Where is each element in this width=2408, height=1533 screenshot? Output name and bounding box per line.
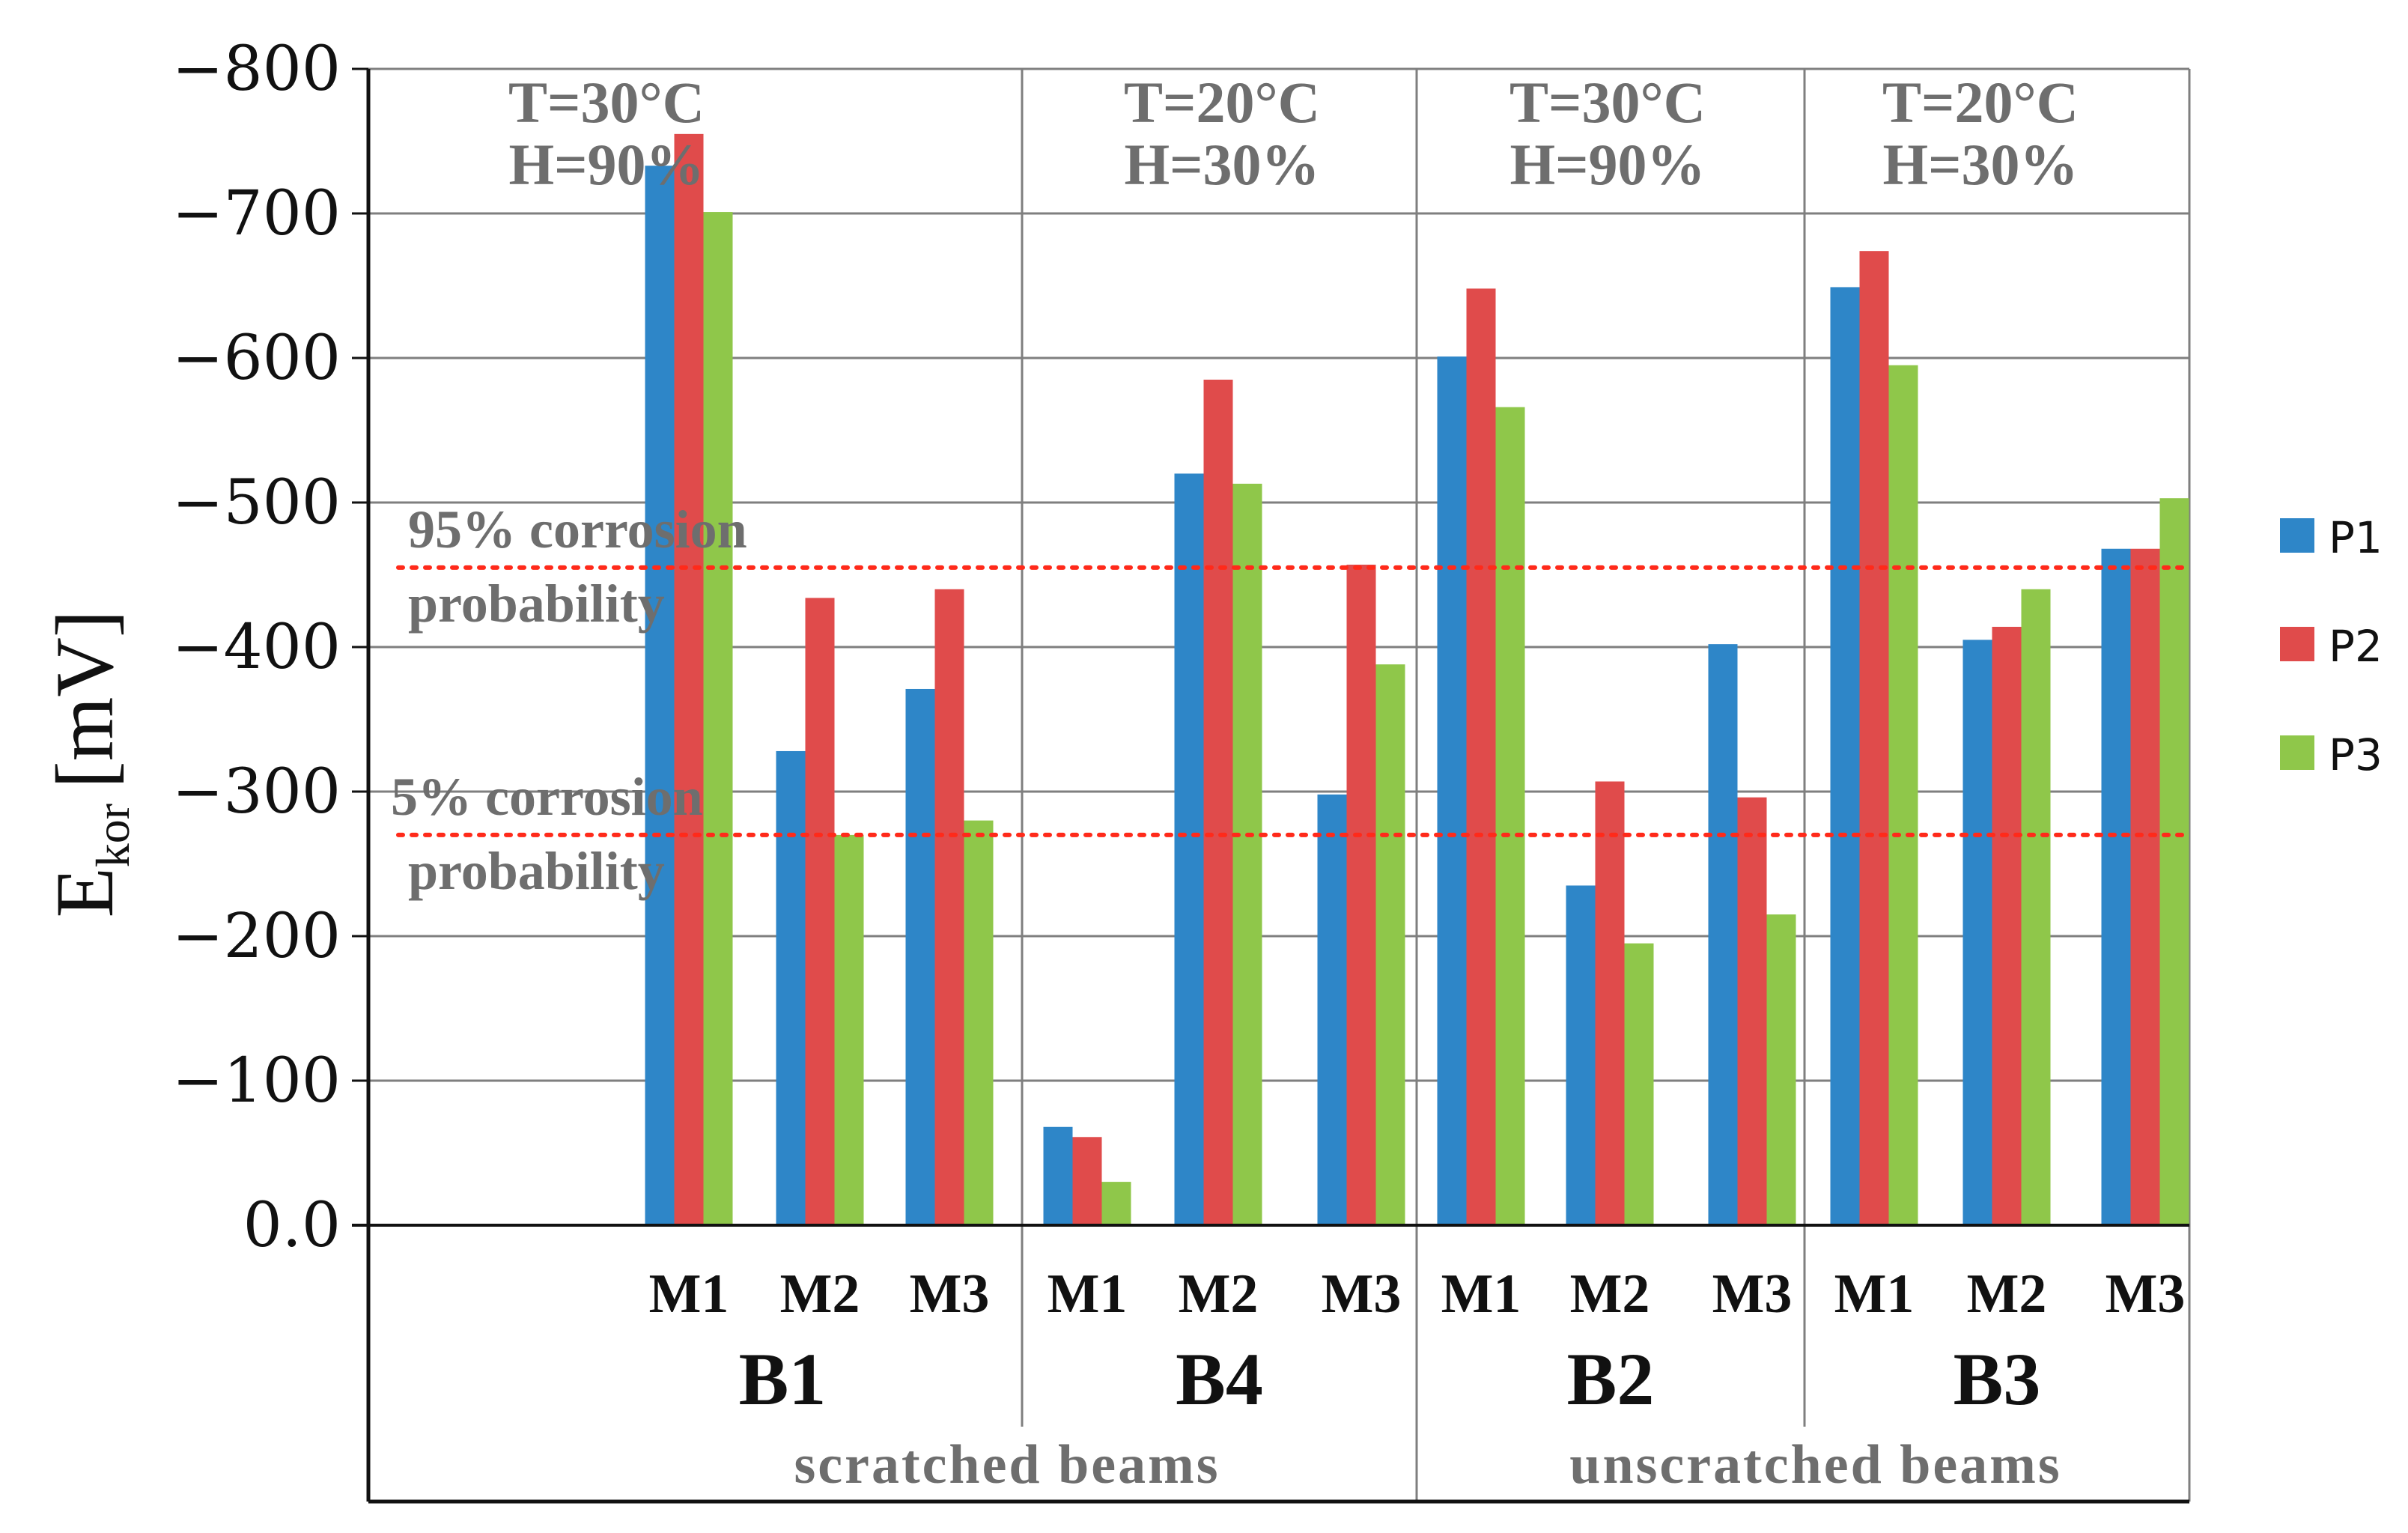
measurement-label: M1 xyxy=(1048,1263,1128,1325)
bar-b2-m3-p1 xyxy=(1708,644,1738,1225)
threshold-label: probability xyxy=(408,841,665,901)
bar-b1-m1-p3 xyxy=(703,212,733,1225)
beam-label: B4 xyxy=(1176,1338,1263,1421)
bar-b2-m1-p1 xyxy=(1437,356,1467,1225)
bar-b3-m1-p2 xyxy=(1859,251,1889,1226)
bars xyxy=(645,133,2189,1226)
measurement-label: M2 xyxy=(1967,1263,2047,1325)
bar-b4-m3-p3 xyxy=(1375,664,1405,1225)
bar-b3-m1-p3 xyxy=(1888,365,1918,1225)
condition-label: T=20°C xyxy=(1882,70,2079,135)
condition-label: H=30% xyxy=(1882,132,2078,197)
measurement-label: M3 xyxy=(1322,1263,1402,1325)
y-tick-label: −800 xyxy=(172,34,341,105)
y-tick-label: −500 xyxy=(172,467,341,538)
threshold-label: 5% corrosion xyxy=(391,767,703,827)
axes xyxy=(352,67,2189,1504)
bar-b4-m3-p2 xyxy=(1346,564,1376,1225)
bar-b2-m3-p3 xyxy=(1766,914,1796,1225)
measurement-label: M2 xyxy=(1179,1263,1259,1325)
beam-separators xyxy=(1021,69,2191,1502)
legend-label-p1: P1 xyxy=(2329,512,2383,563)
threshold-label: 95% corrosion xyxy=(408,500,747,559)
y-axis-label-unit: [mV] xyxy=(39,610,130,789)
bar-b1-m3-p2 xyxy=(934,589,964,1225)
bar-b4-m1-p2 xyxy=(1072,1137,1102,1225)
bar-b3-m1-p1 xyxy=(1830,287,1860,1226)
beam-label: B2 xyxy=(1567,1338,1655,1421)
y-axis-label: Ekor [mV] xyxy=(39,610,139,918)
measurement-label: M1 xyxy=(649,1263,729,1325)
condition-label: T=20°C xyxy=(1124,70,1320,135)
condition-label: H=30% xyxy=(1124,132,1319,197)
y-axis-label-sub: kor xyxy=(86,804,139,867)
bar-b2-m2-p2 xyxy=(1595,781,1625,1225)
bar-b3-m3-p1 xyxy=(2101,548,2131,1225)
y-axis-label-main: E xyxy=(39,867,130,917)
measurement-label: M2 xyxy=(1570,1263,1650,1325)
bar-b2-m3-p2 xyxy=(1737,797,1767,1225)
condition-label: H=90% xyxy=(1509,132,1705,197)
bar-b4-m1-p1 xyxy=(1043,1126,1073,1225)
bar-b4-m3-p1 xyxy=(1317,794,1347,1225)
measurement-label: M3 xyxy=(2106,1263,2186,1325)
condition-label: T=30°C xyxy=(508,70,705,135)
y-tick-label: −400 xyxy=(172,612,341,683)
bar-b2-m1-p3 xyxy=(1495,407,1525,1225)
legend-swatch-p1 xyxy=(2280,518,2314,553)
bar-b3-m2-p2 xyxy=(1992,626,2022,1225)
condition-label: H=90% xyxy=(508,132,704,197)
bar-b3-m3-p2 xyxy=(2130,548,2160,1225)
y-tick-label: −100 xyxy=(172,1045,341,1117)
bar-b3-m2-p3 xyxy=(2021,589,2051,1225)
legend: P1 P2 P3 xyxy=(2280,512,2383,780)
legend-label-p3: P3 xyxy=(2329,729,2383,780)
bar-b1-m1-p2 xyxy=(674,133,704,1226)
measurement-label: M3 xyxy=(1712,1263,1793,1325)
bar-b3-m3-p3 xyxy=(2159,498,2189,1225)
measurement-label: M3 xyxy=(910,1263,990,1325)
y-tick-label: −700 xyxy=(172,178,341,249)
bar-b1-m2-p3 xyxy=(834,834,864,1225)
bar-b2-m2-p3 xyxy=(1624,943,1654,1225)
legend-swatch-p2 xyxy=(2280,627,2314,661)
y-tick-label: −600 xyxy=(172,323,341,394)
condition-labels: T=30°CH=90%T=20°CH=30%T=30°CH=90%T=20°CH… xyxy=(508,70,2079,197)
measurement-label: M1 xyxy=(1441,1263,1521,1325)
bar-b1-m2-p1 xyxy=(776,750,806,1225)
bar-b4-m2-p2 xyxy=(1203,379,1233,1226)
measurement-label: M1 xyxy=(1834,1263,1915,1325)
condition-label: T=30°C xyxy=(1509,70,1706,135)
threshold-lines: 95% corrosion probability 5% corrosion prob… xyxy=(391,500,2192,901)
bar-b1-m3-p3 xyxy=(964,820,994,1225)
threshold-label: probability xyxy=(408,574,665,634)
bar-b1-m1-p1 xyxy=(645,166,675,1225)
measurement-label: M2 xyxy=(780,1263,860,1325)
y-tick-labels: 0.0 −100 −200 −300 −400 −500 −600 −700 −800 xyxy=(172,34,341,1261)
group-label: unscratched beams xyxy=(1569,1434,2061,1496)
bar-b3-m2-p1 xyxy=(1962,640,1992,1225)
bar-b1-m3-p1 xyxy=(905,688,935,1225)
legend-label-p2: P2 xyxy=(2329,621,2383,672)
bar-b4-m2-p1 xyxy=(1174,473,1204,1225)
bar-b2-m1-p2 xyxy=(1466,288,1496,1225)
bar-b1-m2-p2 xyxy=(805,598,835,1225)
y-tick-label: −300 xyxy=(172,756,341,828)
y-tick-label: 0.0 xyxy=(243,1190,341,1261)
bar-b2-m2-p1 xyxy=(1566,885,1596,1225)
beam-label: B1 xyxy=(739,1338,827,1421)
bar-b4-m1-p3 xyxy=(1101,1182,1131,1225)
group-label: scratched beams xyxy=(794,1434,1220,1496)
legend-swatch-p3 xyxy=(2280,735,2314,770)
y-tick-label: −200 xyxy=(172,901,341,972)
beam-label: B3 xyxy=(1954,1338,2041,1421)
bar-b4-m2-p3 xyxy=(1232,483,1262,1225)
